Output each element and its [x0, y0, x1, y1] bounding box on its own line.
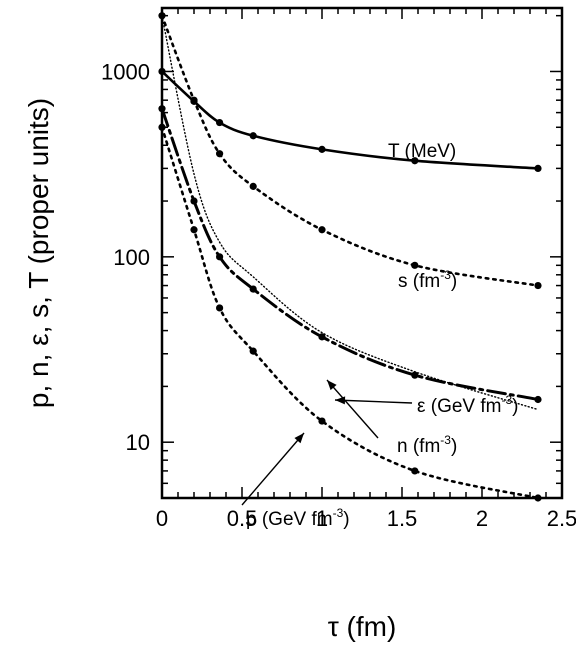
data-point [158, 105, 166, 113]
series-label: s (fm-3) [398, 268, 457, 292]
data-point [534, 395, 542, 404]
data-point [249, 285, 257, 293]
data-point [411, 157, 419, 165]
data-point [411, 467, 419, 475]
y-tick-label: 100 [113, 245, 150, 270]
series-label: n (fm-3) [397, 433, 457, 457]
data-point [318, 145, 326, 153]
data-point [534, 164, 542, 172]
data-point [318, 333, 326, 341]
x-tick-label: 0.5 [227, 506, 258, 531]
series-2 [158, 12, 542, 290]
data-point [249, 132, 257, 140]
data-point [411, 371, 419, 379]
series-layer [158, 12, 542, 502]
annotation-layer: T (MeV) s (fm-3) ε (GeV fm-3) n (fm-3) p (Ge… [241, 141, 518, 530]
data-point [534, 494, 542, 502]
data-point [216, 118, 224, 127]
data-point [190, 197, 198, 205]
data-point [249, 347, 257, 355]
data-point [216, 304, 224, 312]
tick-labels: 0 0.5 1 1.5 2 2.5 10 100 1000 [101, 59, 576, 531]
data-point [249, 182, 257, 190]
annotation-arrow [326, 379, 379, 439]
annotation-arrow [334, 399, 413, 404]
annotation-arrow [241, 432, 305, 506]
x-tick-label: 1.5 [387, 506, 418, 531]
y-tick-label: 10 [126, 430, 150, 455]
arrow-head [294, 433, 304, 444]
x-tick-label: 2.5 [547, 506, 576, 531]
plot-frame [160, 6, 564, 500]
data-point [216, 150, 224, 158]
series-line [161, 14, 539, 411]
data-point [216, 253, 224, 261]
arrow-head [335, 396, 346, 405]
series-5 [158, 123, 542, 502]
x-tick-label: 2 [476, 506, 488, 531]
data-point [318, 417, 326, 425]
data-point [190, 226, 198, 234]
series-label: ε (GeV fm-3) [417, 393, 518, 417]
x-tick-label: 0 [156, 506, 168, 531]
data-point [318, 226, 326, 234]
series-label: p (GeV fm-3) [246, 506, 350, 530]
axis-ticks [161, 8, 563, 499]
y-axis-title: p, n, ε, s, T (proper units) [23, 98, 54, 408]
x-tick-label: 1 [316, 506, 328, 531]
y-tick-label: 1000 [101, 59, 150, 84]
series-line [160, 125, 540, 500]
data-point [534, 281, 542, 290]
data-point [190, 96, 198, 104]
data-point [158, 123, 166, 131]
x-axis-title: τ (fm) [328, 611, 397, 642]
arrow-head [327, 380, 337, 391]
series-4 [158, 105, 542, 404]
plot-area-border [160, 6, 564, 500]
data-point [158, 67, 166, 76]
series-label: T (MeV) [388, 141, 456, 162]
series-1 [158, 67, 542, 172]
data-point [411, 261, 419, 269]
series-3 [161, 14, 539, 411]
